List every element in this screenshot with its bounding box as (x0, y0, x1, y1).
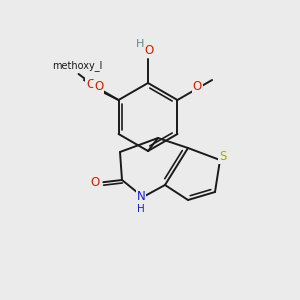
Text: H: H (137, 204, 145, 214)
Text: O: O (86, 77, 95, 91)
Text: S: S (219, 151, 227, 164)
Text: H: H (136, 39, 144, 49)
Text: O: O (193, 80, 202, 94)
Text: O: O (94, 80, 103, 94)
Text: N: N (136, 190, 146, 203)
Text: O: O (144, 44, 154, 56)
Text: methoxy_l: methoxy_l (52, 61, 103, 71)
Text: O: O (91, 176, 100, 189)
